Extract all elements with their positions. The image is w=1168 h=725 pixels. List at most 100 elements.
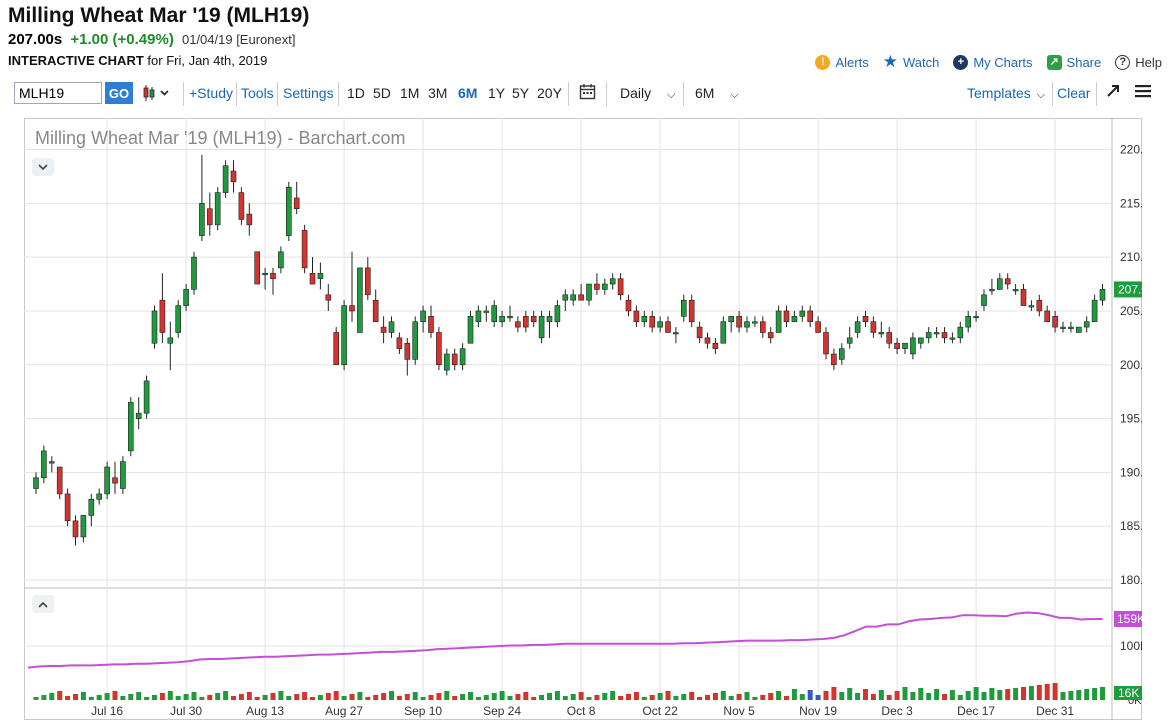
candle-down — [515, 321, 521, 328]
candle-up — [507, 316, 513, 319]
volume-bar — [910, 692, 916, 700]
share-link[interactable]: ↗ Share — [1046, 52, 1101, 72]
volume-bar — [1076, 690, 1082, 700]
expand-button[interactable] — [1106, 84, 1120, 101]
tools-button[interactable]: Tools — [241, 85, 274, 101]
interval-value: Daily — [620, 85, 652, 101]
period-5y[interactable]: 5Y — [512, 85, 530, 101]
candle-down — [649, 316, 656, 328]
volume-bar — [712, 693, 718, 700]
candle-up — [191, 256, 197, 290]
period-1y[interactable]: 1Y — [488, 85, 506, 101]
range-dropdown[interactable]: 6M ⌵ — [695, 85, 739, 102]
volume-bar — [855, 693, 861, 700]
volume-bar — [152, 695, 157, 700]
period-1d[interactable]: 1D — [347, 85, 365, 101]
candle-down — [1004, 278, 1011, 285]
go-button[interactable]: GO — [105, 82, 133, 104]
y-tick-label: 190.00 — [1120, 465, 1142, 479]
period-3m[interactable]: 3M — [428, 85, 448, 101]
volume-bar — [278, 691, 284, 700]
quote-date-exchange: 01/04/19 [Euronext] — [181, 32, 296, 47]
volume-bar — [547, 693, 552, 700]
clear-button[interactable]: Clear — [1057, 85, 1091, 101]
candlestick-icon — [143, 85, 169, 101]
candle-up — [1028, 305, 1035, 308]
interval-dropdown[interactable]: Daily ⌵ — [620, 85, 675, 102]
volume-bar — [33, 697, 39, 700]
candle-down — [301, 229, 308, 269]
menu-button[interactable] — [1135, 84, 1151, 101]
chart-label: INTERACTIVE CHART — [8, 53, 144, 68]
calendar-button[interactable] — [579, 83, 596, 103]
candle-up — [388, 321, 395, 333]
settings-button[interactable]: Settings — [283, 85, 334, 101]
candle-up — [989, 289, 995, 292]
candle-up — [570, 294, 577, 301]
period-6m[interactable]: 6M — [458, 85, 478, 101]
candle-up — [838, 348, 845, 360]
volume-bar — [1021, 687, 1026, 700]
candle-down — [56, 466, 63, 495]
candle-up — [96, 493, 102, 500]
volume-bar — [870, 694, 876, 700]
toolbar-divider — [236, 82, 237, 106]
candle-up — [641, 316, 648, 323]
chart-type-selector[interactable] — [141, 82, 171, 107]
open-interest-marker — [1114, 611, 1148, 627]
candle-up — [538, 316, 545, 339]
candle-up — [317, 272, 324, 279]
volume-bar — [507, 696, 513, 700]
period-1m[interactable]: 1M — [400, 85, 420, 101]
y-tick-label: 220.00 — [1120, 143, 1142, 157]
y-tick-label: 200.00 — [1120, 358, 1142, 372]
candle-up — [546, 316, 553, 323]
volume-bar — [49, 693, 55, 700]
x-tick-label: Oct 22 — [642, 704, 678, 718]
candle-up — [88, 498, 95, 516]
range-value: 6M — [695, 85, 715, 101]
expand-icon — [1107, 85, 1119, 97]
candle-down — [831, 353, 837, 366]
price-chart[interactable]: 220.00 215.00 210.00 205.00 200.00 195.00 190.… — [24, 118, 1158, 720]
volume-bar — [207, 695, 213, 700]
period-5d[interactable]: 5D — [373, 85, 391, 101]
volume-bar — [104, 693, 110, 700]
candle-up — [680, 299, 687, 317]
period-20y[interactable]: 20Y — [537, 85, 562, 101]
volume-bar — [594, 695, 600, 700]
help-link[interactable]: ? Help — [1115, 52, 1162, 72]
x-tick-label: Aug 13 — [246, 704, 284, 718]
volume-bar — [254, 697, 260, 700]
candle-up — [278, 251, 284, 269]
my-charts-link[interactable]: + My Charts — [953, 52, 1033, 72]
volume-bar — [159, 693, 165, 700]
templates-dropdown[interactable]: Templates ⌵ — [967, 85, 1045, 102]
volume-bar — [246, 692, 252, 700]
volume-bar — [452, 696, 458, 700]
toolbar-divider — [1096, 82, 1097, 106]
toolbar-divider — [1052, 82, 1053, 106]
chart-area[interactable]: 220.00 215.00 210.00 205.00 200.00 195.00 190.… — [24, 118, 1158, 720]
candle-up — [973, 316, 979, 319]
symbol-input[interactable] — [14, 82, 102, 104]
candle-up — [902, 342, 908, 349]
watch-link[interactable]: ★ Watch — [883, 52, 940, 72]
volume-bar — [128, 694, 134, 700]
study-button[interactable]: +Study — [189, 85, 233, 101]
candle-down — [886, 332, 893, 344]
collapse-main-button[interactable] — [32, 158, 54, 176]
volume-bar — [689, 692, 695, 700]
alerts-link[interactable]: ! Alerts — [815, 52, 869, 72]
volume-bar — [73, 694, 78, 700]
volume-bar — [965, 691, 971, 700]
candle-down — [617, 278, 624, 296]
candle-up — [41, 450, 47, 479]
volume-bar — [333, 691, 339, 700]
volume-bar — [183, 694, 189, 700]
volume-bar — [949, 690, 955, 700]
volume-bar — [562, 696, 568, 700]
volume-bar — [317, 695, 323, 700]
candle-down — [404, 342, 411, 360]
volume-bar — [270, 693, 276, 700]
